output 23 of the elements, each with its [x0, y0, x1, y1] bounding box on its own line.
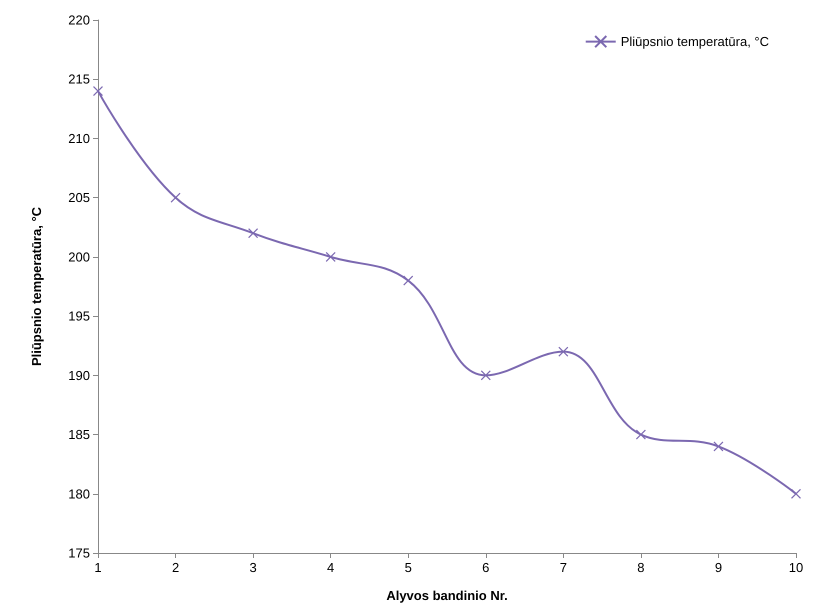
x-tick-label: 10 — [788, 560, 804, 575]
y-tick-label: 180 — [68, 486, 90, 502]
y-tick-label: 210 — [68, 130, 90, 146]
x-tick-label: 3 — [249, 560, 257, 575]
x-tick-label: 8 — [637, 560, 645, 575]
y-tick-label: 220 — [68, 12, 90, 28]
y-tick-label: 200 — [68, 249, 90, 264]
y-tick-label: 205 — [68, 190, 90, 206]
y-tick-label: 195 — [68, 308, 90, 324]
x-axis-title: Alyvos bandinio Nr. — [386, 588, 508, 603]
x-tick-label: 9 — [714, 560, 722, 575]
x-tick-label: 6 — [482, 560, 490, 575]
x-tick-label: 1 — [94, 560, 102, 575]
legend-label: Pliūpsnio temperatūra, °C — [620, 34, 770, 50]
y-tick-label: 215 — [68, 72, 90, 87]
x-tick-label: 4 — [327, 560, 334, 575]
y-tick-label: 190 — [68, 368, 90, 383]
y-tick-label: 185 — [68, 427, 90, 442]
y-axis-title: Pliūpsnio temperatūra, °C — [29, 206, 44, 366]
x-tick-label: 2 — [172, 560, 180, 575]
x-tick-label: 7 — [560, 560, 567, 575]
x-tick-label: 5 — [404, 560, 412, 575]
y-tick-label: 175 — [68, 546, 90, 560]
